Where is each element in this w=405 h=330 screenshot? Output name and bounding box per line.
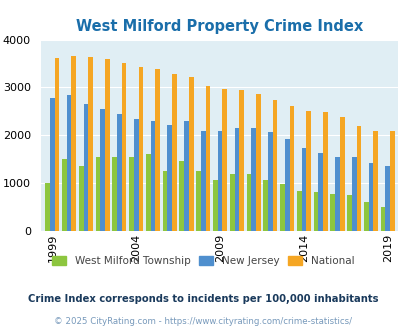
Bar bbox=[50, 98, 55, 231]
Bar bbox=[255, 94, 260, 231]
Bar bbox=[334, 157, 339, 231]
Bar bbox=[279, 184, 284, 231]
Bar bbox=[267, 132, 272, 231]
Bar bbox=[162, 171, 167, 231]
Bar bbox=[272, 100, 277, 231]
Bar bbox=[322, 112, 327, 231]
Bar bbox=[289, 106, 294, 231]
Bar bbox=[105, 59, 109, 231]
Bar bbox=[305, 111, 310, 231]
Text: Crime Index corresponds to incidents per 100,000 inhabitants: Crime Index corresponds to incidents per… bbox=[28, 294, 377, 304]
Bar bbox=[150, 121, 155, 231]
Bar bbox=[117, 114, 121, 231]
Bar bbox=[200, 131, 205, 231]
Bar bbox=[205, 85, 210, 231]
Bar bbox=[196, 171, 200, 231]
Bar bbox=[318, 153, 322, 231]
Bar bbox=[100, 109, 105, 231]
Bar bbox=[389, 131, 394, 231]
Bar bbox=[313, 192, 318, 231]
Bar bbox=[330, 194, 334, 231]
Bar bbox=[62, 159, 66, 231]
Bar bbox=[145, 154, 150, 231]
Title: West Milford Property Crime Index: West Milford Property Crime Index bbox=[75, 19, 362, 34]
Bar bbox=[246, 174, 251, 231]
Bar bbox=[179, 161, 184, 231]
Bar bbox=[368, 163, 373, 231]
Bar bbox=[112, 157, 117, 231]
Bar bbox=[172, 74, 176, 231]
Bar bbox=[222, 89, 226, 231]
Bar bbox=[45, 183, 50, 231]
Bar bbox=[251, 128, 255, 231]
Bar bbox=[339, 117, 344, 231]
Bar bbox=[384, 166, 389, 231]
Text: © 2025 CityRating.com - https://www.cityrating.com/crime-statistics/: © 2025 CityRating.com - https://www.city… bbox=[54, 317, 351, 326]
Bar bbox=[79, 166, 83, 231]
Bar bbox=[363, 202, 368, 231]
Bar bbox=[301, 148, 305, 231]
Bar bbox=[284, 139, 289, 231]
Bar bbox=[129, 157, 134, 231]
Bar bbox=[263, 180, 267, 231]
Bar bbox=[373, 130, 377, 231]
Bar bbox=[356, 126, 360, 231]
Bar bbox=[234, 128, 239, 231]
Bar bbox=[188, 77, 193, 231]
Bar bbox=[88, 57, 93, 231]
Bar bbox=[96, 157, 100, 231]
Bar bbox=[71, 56, 76, 231]
Bar bbox=[66, 95, 71, 231]
Bar bbox=[239, 90, 243, 231]
Legend: West Milford Township, New Jersey, National: West Milford Township, New Jersey, Natio… bbox=[47, 252, 358, 270]
Bar bbox=[122, 63, 126, 231]
Bar bbox=[296, 191, 301, 231]
Bar bbox=[167, 125, 172, 231]
Bar bbox=[184, 121, 188, 231]
Bar bbox=[217, 131, 222, 231]
Bar bbox=[351, 157, 356, 231]
Bar bbox=[138, 67, 143, 231]
Bar bbox=[134, 118, 138, 231]
Bar bbox=[346, 195, 351, 231]
Bar bbox=[213, 180, 217, 231]
Bar bbox=[83, 104, 88, 231]
Bar bbox=[380, 207, 384, 231]
Bar bbox=[155, 69, 160, 231]
Bar bbox=[229, 174, 234, 231]
Bar bbox=[55, 58, 59, 231]
